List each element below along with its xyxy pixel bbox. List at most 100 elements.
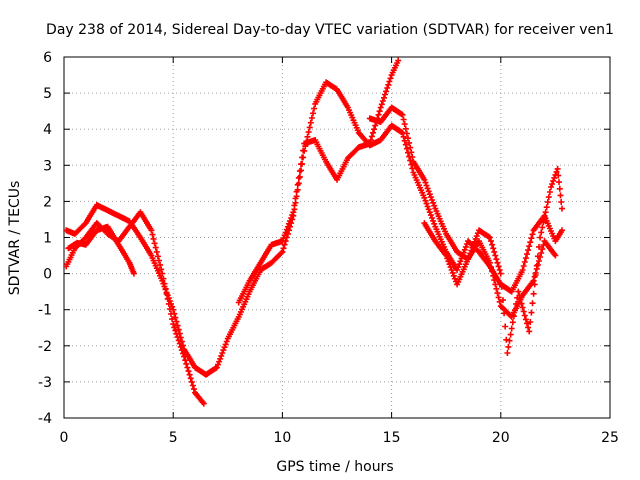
data-point (543, 240, 545, 242)
data-point (500, 305, 502, 307)
x-tick-label: 10 (273, 430, 291, 446)
data-point (528, 330, 530, 332)
data-point (517, 291, 519, 293)
data-point (489, 237, 491, 238)
y-tick-label: -1 (38, 303, 52, 319)
data-point (467, 240, 469, 242)
x-tick-labels: 0 5 10 15 20 25 (60, 430, 619, 446)
data-point (467, 258, 469, 260)
data-point (183, 356, 185, 358)
data-point (561, 208, 563, 210)
data-point (203, 403, 205, 405)
data-point (533, 280, 535, 282)
data-point (249, 280, 251, 282)
data-point (522, 294, 524, 296)
data-point (150, 229, 152, 231)
series-track-c (63, 209, 207, 407)
x-tick-label: 25 (601, 430, 619, 446)
x-tick-label: 15 (383, 430, 401, 446)
data-point (380, 121, 382, 123)
data-point (511, 316, 513, 318)
series-track-f (421, 220, 559, 320)
data-point (260, 269, 262, 271)
data-point (139, 211, 141, 213)
series-layer (63, 57, 565, 407)
data-point (391, 107, 393, 109)
data-point (118, 244, 120, 246)
y-tick-label: 1 (43, 231, 52, 247)
y-tick-label: -4 (38, 411, 52, 427)
data-point (369, 117, 371, 119)
data-point (281, 251, 283, 253)
data-point (347, 107, 349, 109)
y-tick-label: 3 (43, 158, 52, 174)
y-tick-label: 4 (43, 122, 52, 138)
y-axis-title: SDTVAR / TECUs (7, 181, 23, 296)
data-point (67, 247, 69, 249)
data-point (397, 60, 399, 62)
data-point (129, 262, 131, 264)
data-point (139, 237, 141, 238)
data-point (85, 244, 87, 246)
data-point (194, 366, 196, 368)
data-point (336, 88, 338, 90)
data-point (522, 269, 524, 271)
series-markers (63, 79, 565, 378)
data-point (391, 74, 393, 76)
data-point (478, 240, 480, 242)
data-point (172, 309, 174, 311)
y-tick-label: 0 (43, 267, 52, 283)
data-point (423, 179, 425, 181)
data-point (478, 229, 480, 231)
data-point (107, 209, 109, 211)
data-point (96, 222, 98, 224)
data-point (96, 204, 98, 206)
data-point (74, 247, 76, 249)
data-point (550, 186, 552, 188)
data-point (292, 211, 294, 213)
data-point (391, 125, 393, 127)
data-point (194, 392, 196, 394)
data-point (85, 237, 87, 238)
data-point (511, 291, 513, 293)
data-point (500, 273, 502, 275)
data-point (270, 262, 272, 264)
x-tick-label: 20 (492, 430, 510, 446)
data-point (96, 229, 98, 231)
data-point (172, 323, 174, 325)
y-tick-label: 2 (43, 194, 52, 210)
y-tick-label: 5 (43, 86, 52, 102)
data-point (205, 374, 207, 376)
data-point (74, 233, 76, 235)
data-point (445, 233, 447, 235)
y-tick-label: -3 (38, 375, 52, 391)
data-point (314, 103, 316, 105)
y-tick-labels: -4 -3 -2 -1 0 1 2 3 4 5 6 (38, 50, 52, 427)
data-point (358, 146, 360, 148)
grid-layer (64, 57, 610, 418)
data-point (347, 157, 349, 159)
data-point (281, 240, 283, 242)
data-point (423, 222, 425, 224)
series-track-a (63, 79, 565, 378)
data-point (118, 240, 120, 242)
data-point (161, 273, 163, 275)
chart-title: Day 238 of 2014, Sidereal Day-to-day VTE… (46, 22, 614, 38)
data-point (456, 269, 458, 271)
data-point (478, 251, 480, 253)
series-track-e (366, 104, 565, 356)
y-tick-label: 6 (43, 50, 52, 66)
tick-layer (63, 56, 611, 419)
data-point (336, 179, 338, 181)
data-point (445, 255, 447, 257)
data-point (107, 226, 109, 228)
data-point (118, 215, 120, 217)
data-point (216, 366, 218, 368)
data-point (65, 229, 67, 231)
data-point (249, 291, 251, 293)
data-point (303, 143, 305, 145)
data-point (150, 255, 152, 257)
series-markers (63, 209, 207, 407)
data-point (238, 316, 240, 318)
